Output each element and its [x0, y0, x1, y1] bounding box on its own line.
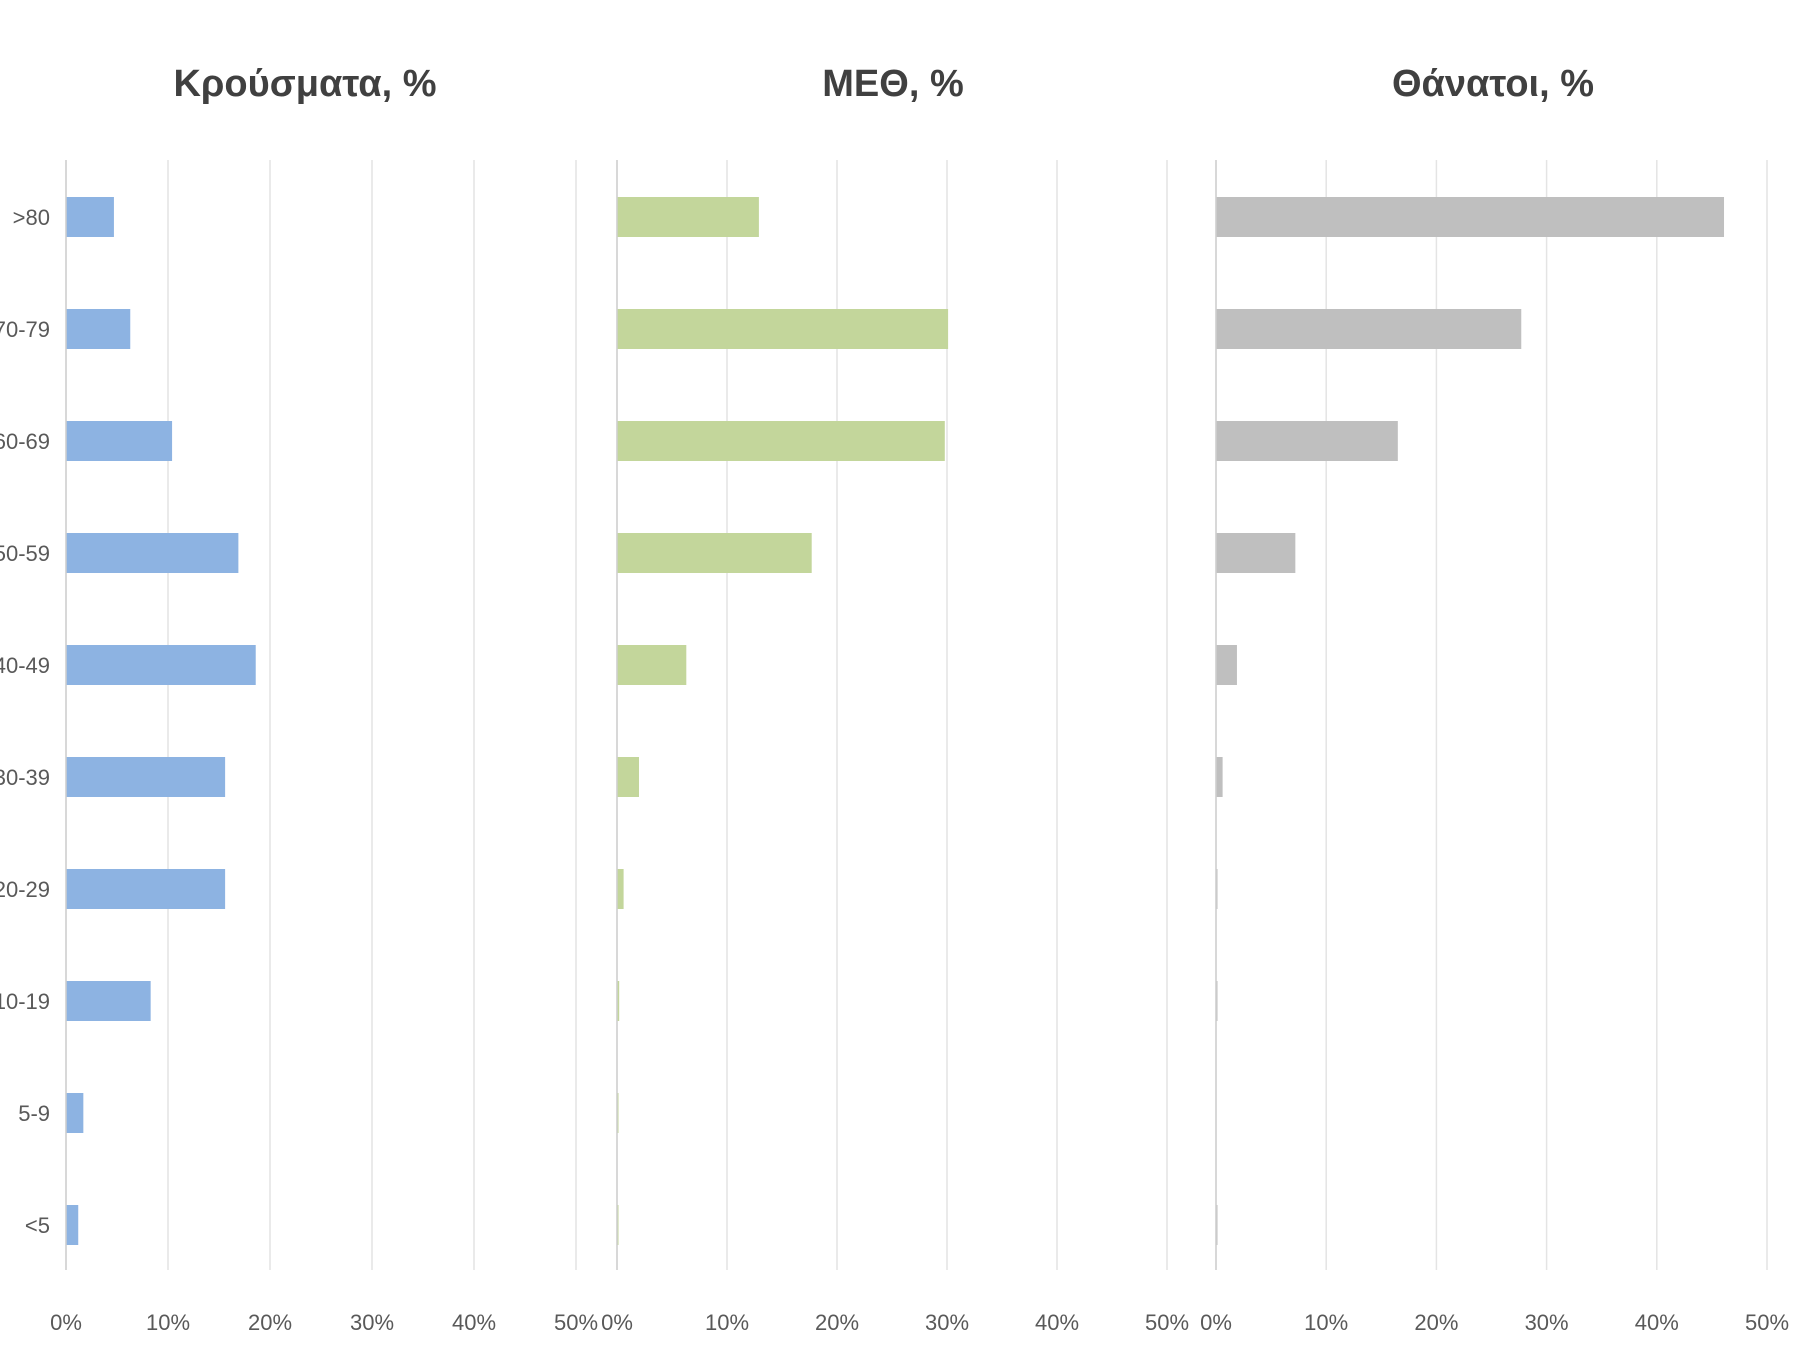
- x-tick-label: 20%: [248, 1310, 292, 1335]
- bar-60-69: [1216, 421, 1398, 461]
- bar-5-9: [66, 1093, 84, 1133]
- bar-60-69: [66, 421, 173, 461]
- bar-70-79: [617, 309, 949, 349]
- chart-title: Θάνατοι, %: [1392, 63, 1594, 105]
- category-label: 30-39: [0, 765, 50, 790]
- x-tick-label: 40%: [1035, 1310, 1079, 1335]
- bar->80: [66, 197, 114, 237]
- x-tick-label: 10%: [146, 1310, 190, 1335]
- x-tick-label: 50%: [1745, 1310, 1789, 1335]
- x-tick-label: 10%: [1304, 1310, 1348, 1335]
- x-tick-label: 50%: [1145, 1310, 1189, 1335]
- bar->80: [1216, 197, 1725, 237]
- x-tick-label: 30%: [1525, 1310, 1569, 1335]
- x-tick-label: 0%: [50, 1310, 82, 1335]
- bar-10-19: [66, 981, 151, 1021]
- bar-30-39: [1216, 757, 1223, 797]
- bar-20-29: [617, 869, 624, 909]
- chart-panel-3: 0% 10% 20% 30% 40% 50% Θάνατοι, %: [1200, 63, 1789, 1335]
- bar-40-49: [66, 645, 256, 685]
- x-tick-label: 20%: [1414, 1310, 1458, 1335]
- bar-40-49: [1216, 645, 1237, 685]
- chart-title: Κρούσματα, %: [173, 63, 436, 105]
- category-label: 5-9: [18, 1101, 50, 1126]
- bar-70-79: [66, 309, 131, 349]
- bar-20-29: [66, 869, 226, 909]
- bar-30-39: [617, 757, 639, 797]
- x-tick-label: 30%: [925, 1310, 969, 1335]
- x-tick-label: 10%: [705, 1310, 749, 1335]
- bar-30-39: [66, 757, 226, 797]
- bar-60-69: [617, 421, 945, 461]
- category-label: 10-19: [0, 989, 50, 1014]
- category-label: 50-59: [0, 541, 50, 566]
- bar-40-49: [617, 645, 687, 685]
- bar-50-59: [617, 533, 812, 573]
- x-tick-label: 30%: [350, 1310, 394, 1335]
- bar->80: [617, 197, 759, 237]
- x-tick-label: 20%: [815, 1310, 859, 1335]
- bar-<5: [66, 1205, 79, 1245]
- chart-panel-1: 0% 10% 20% 30% 40% 50% Κρούσματα, % >80 70-79 60-…: [0, 63, 598, 1335]
- chart-title: ΜΕΘ, %: [822, 63, 963, 105]
- x-tick-label: 50%: [554, 1310, 598, 1335]
- chart-panel-2: 0% 10% 20% 30% 40% 50% ΜΕΘ, %: [601, 63, 1189, 1335]
- bar-10-19: [617, 981, 620, 1021]
- category-label: 60-69: [0, 429, 50, 454]
- bar-70-79: [1216, 309, 1522, 349]
- category-label: 40-49: [0, 653, 50, 678]
- category-label: >80: [13, 205, 50, 230]
- x-tick-label: 0%: [1200, 1310, 1232, 1335]
- x-tick-label: 0%: [601, 1310, 633, 1335]
- category-label: <5: [25, 1213, 50, 1238]
- x-tick-label: 40%: [1635, 1310, 1679, 1335]
- bar-50-59: [1216, 533, 1296, 573]
- category-label: 70-79: [0, 317, 50, 342]
- category-label: 20-29: [0, 877, 50, 902]
- x-tick-label: 40%: [452, 1310, 496, 1335]
- bar-50-59: [66, 533, 239, 573]
